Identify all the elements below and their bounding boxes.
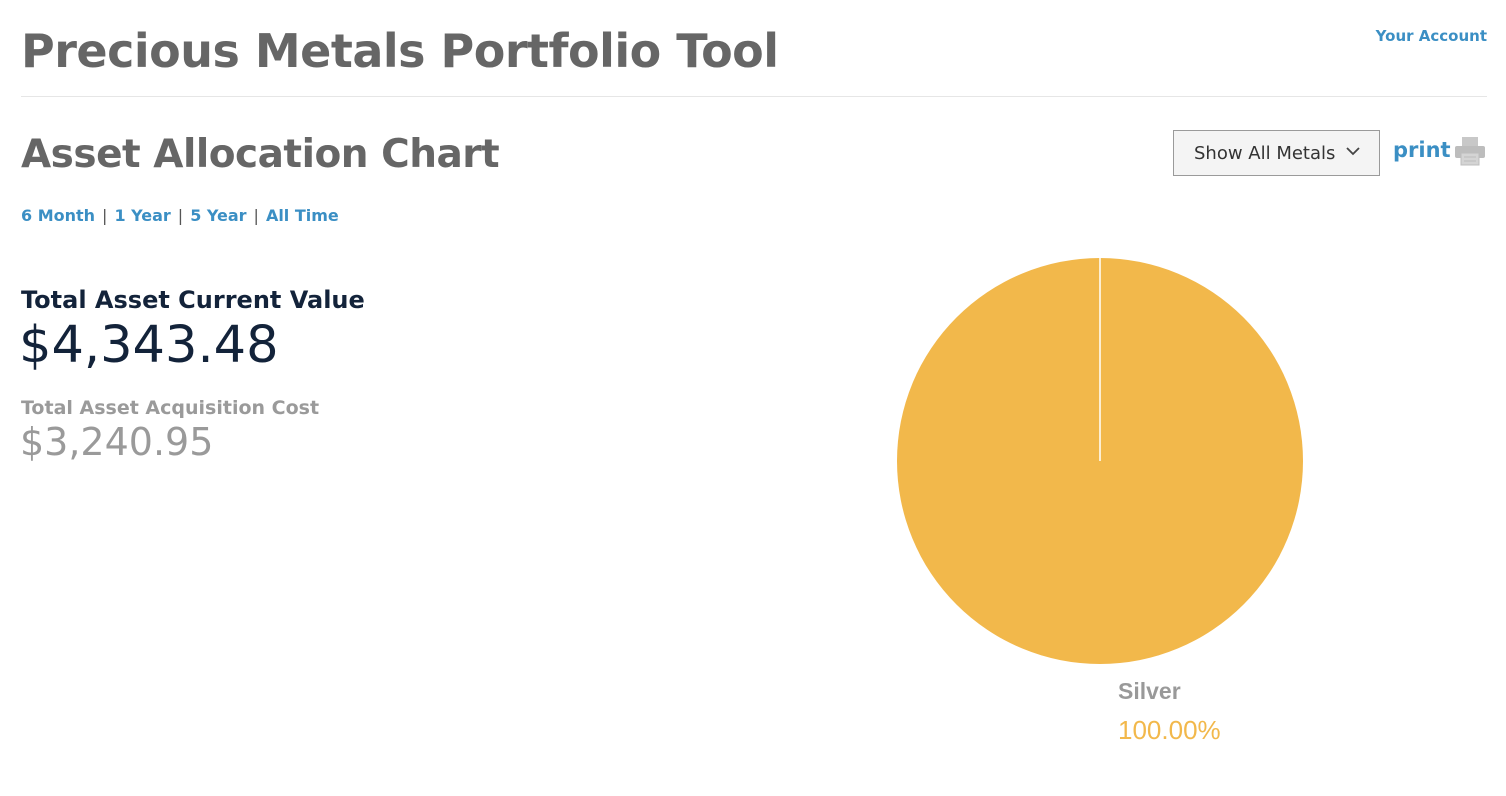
chevron-down-icon xyxy=(1346,147,1360,156)
pie-label-name: Silver xyxy=(1118,678,1181,704)
metal-filter-value: Show All Metals xyxy=(1194,142,1336,164)
header-divider xyxy=(21,96,1487,97)
acquisition-cost-amount: $3,240.95 xyxy=(20,420,214,464)
timeframe-5-year[interactable]: 5 Year xyxy=(190,206,247,225)
timeframe-selector: 6 Month | 1 Year | 5 Year | All Time xyxy=(21,206,339,225)
section-title: Asset Allocation Chart xyxy=(21,132,500,177)
metal-filter-select[interactable]: Show All Metals xyxy=(1173,130,1380,176)
timeframe-all-time[interactable]: All Time xyxy=(265,206,339,225)
timeframe-separator: | xyxy=(177,206,184,225)
your-account-link[interactable]: Your Account xyxy=(1375,27,1487,45)
timeframe-separator: | xyxy=(102,206,108,225)
allocation-pie-chart: Silver 100.00% xyxy=(897,258,1303,745)
timeframe-6-month[interactable]: 6 Month xyxy=(21,206,96,225)
acquisition-cost-label: Total Asset Acquisition Cost xyxy=(21,397,320,419)
print-link[interactable]: print xyxy=(1393,138,1451,162)
timeframe-1-year[interactable]: 1 Year xyxy=(114,206,171,225)
pie-label-percent: 100.00% xyxy=(1118,715,1221,745)
timeframe-separator: | xyxy=(253,206,259,225)
page-title: Precious Metals Portfolio Tool xyxy=(21,24,779,78)
current-value-amount: $4,343.48 xyxy=(19,316,279,375)
current-value-label: Total Asset Current Value xyxy=(21,286,365,314)
printer-icon[interactable] xyxy=(1454,136,1486,166)
